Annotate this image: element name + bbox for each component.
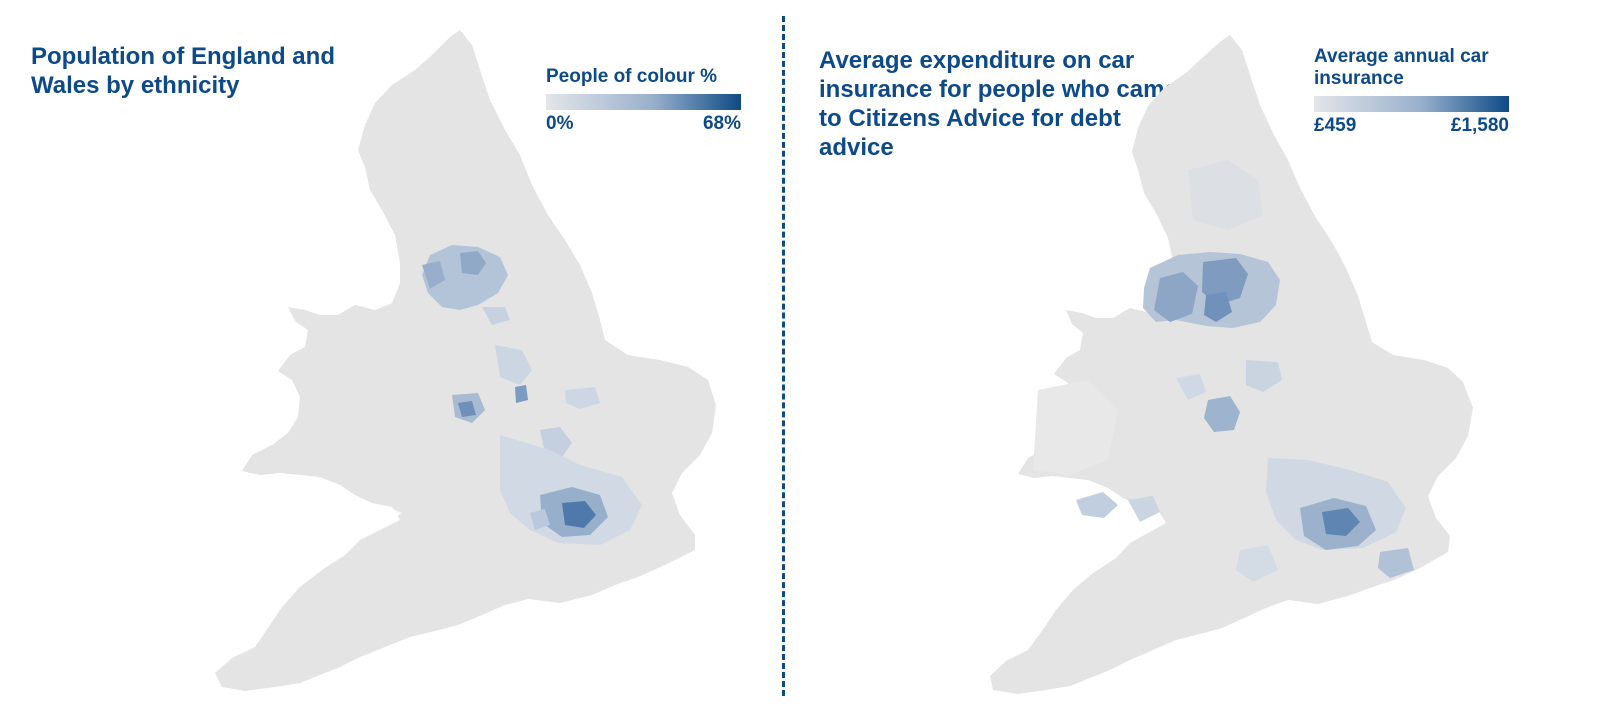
car-insurance-legend-gradient [1314, 96, 1509, 112]
ethnicity-legend-max: 68% [702, 113, 741, 134]
car-insurance-legend: Average annual car insurance £459 £1,580 [1314, 46, 1509, 137]
england-wales-car-insurance-map [990, 35, 1473, 694]
region-kent [1378, 548, 1414, 578]
ethnicity-legend-title: People of colour % [546, 66, 718, 87]
severn-estuary [360, 507, 402, 530]
ethnicity-legend-min: 0% [546, 113, 574, 134]
car-insurance-map-title: Average expenditure on car insurance for… [819, 47, 1178, 161]
region-wales-west [1033, 380, 1118, 475]
region-stoke [1176, 374, 1206, 400]
region-hampshire [1236, 545, 1278, 582]
region-north-east [1188, 160, 1263, 230]
region-london-inner [1322, 508, 1360, 536]
region-birmingham [1204, 396, 1240, 432]
region-manchester [1154, 272, 1198, 322]
region-bradford-leeds [1202, 258, 1248, 305]
region-lancashire [422, 261, 445, 289]
region-south-yorkshire [1204, 292, 1232, 322]
region-bradford [460, 251, 486, 275]
ethnicity-map-panel: Population of England and Wales by ethni… [31, 30, 741, 691]
region-thames-valley [530, 509, 550, 530]
ethnicity-map-title: Population of England and Wales by ethni… [31, 43, 335, 99]
england-wales-landmass [990, 35, 1473, 694]
region-cambridge-area [565, 387, 600, 409]
england-wales-ethnicity-map [215, 30, 716, 691]
car-insurance-map-panel: Average expenditure on car insurance for… [800, 0, 1600, 723]
region-bristol [1128, 496, 1160, 522]
car-insurance-legend-max: £1,580 [1450, 115, 1509, 136]
region-leicester [515, 385, 528, 403]
ethnicity-legend: People of colour % 0% 68% [546, 66, 741, 135]
region-east-midlands [495, 345, 532, 385]
region-birmingham-core [458, 401, 476, 417]
car-insurance-legend-min: £459 [1314, 115, 1357, 136]
panel-divider [782, 16, 785, 696]
england-wales-landmass [215, 30, 716, 691]
region-yorkshire-manchester [422, 245, 508, 310]
region-cardiff [1076, 492, 1118, 518]
region-leeds-south [482, 307, 510, 325]
region-london-inner [562, 501, 596, 528]
car-insurance-legend-title: Average annual car insurance [1314, 46, 1489, 89]
ethnicity-legend-gradient [546, 94, 741, 110]
region-leicester-notts [1246, 360, 1282, 392]
